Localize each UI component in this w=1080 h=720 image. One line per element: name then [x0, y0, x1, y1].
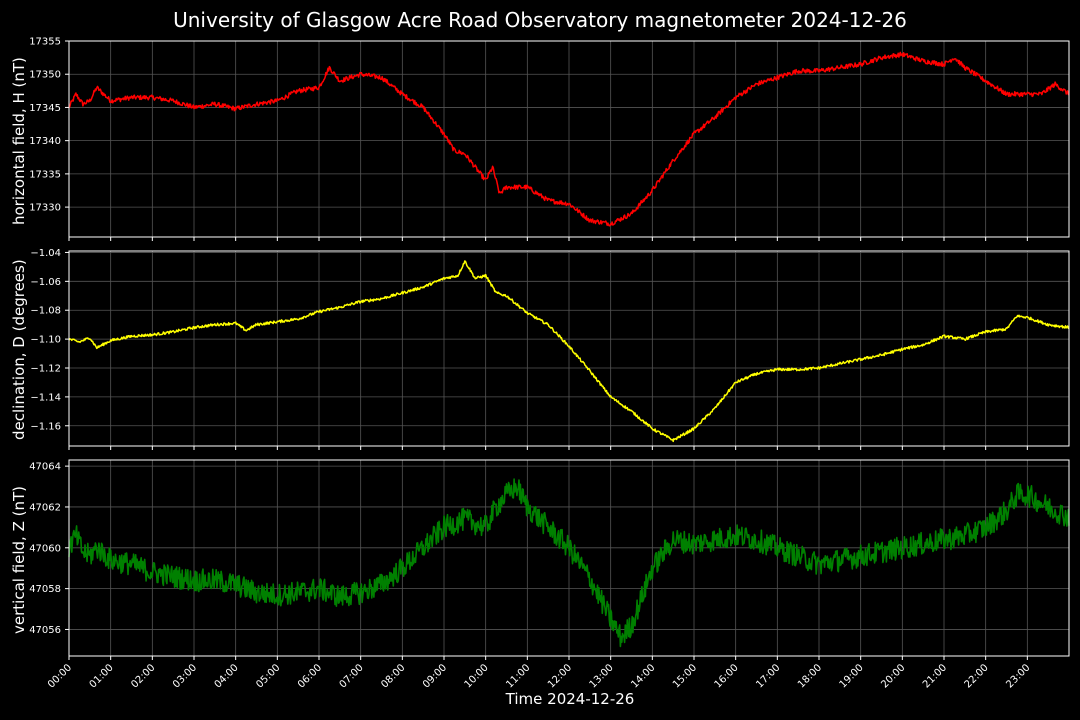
y-tick-label: −1.08: [30, 306, 61, 317]
y-tick-label: 17330: [29, 203, 61, 214]
x-tick-label: 00:00: [46, 662, 74, 690]
x-tick-label: 15:00: [671, 662, 699, 690]
series-line-h: [68, 51, 1070, 227]
x-tick-label: 01:00: [88, 662, 116, 690]
x-tick-label: 07:00: [338, 662, 366, 690]
panel-frame-h: [68, 40, 1070, 238]
y-tick-label: 17350: [29, 70, 61, 81]
x-tick-label: 10:00: [463, 662, 491, 690]
x-tick-label: 03:00: [171, 662, 199, 690]
y-tick-label: 47062: [29, 502, 61, 513]
x-tick-label: 18:00: [796, 662, 824, 690]
x-tick-label: 04:00: [213, 662, 241, 690]
panel-frame-z: [68, 459, 1070, 657]
panel-frame-d: [68, 250, 1070, 447]
y-tick-label: −1.04: [30, 248, 61, 259]
series-line-d: [68, 260, 1070, 443]
y-tick-label: 47064: [29, 462, 61, 473]
x-tick-label: 05:00: [254, 662, 282, 690]
x-tick-label: 17:00: [754, 662, 782, 690]
y-tick-label: 47058: [29, 584, 61, 595]
chart-title: University of Glasgow Acre Road Observat…: [173, 8, 907, 32]
x-tick-label: 22:00: [963, 662, 991, 690]
y-tick-label: 17335: [29, 169, 61, 180]
x-tick-label: 11:00: [504, 662, 532, 690]
x-tick-label: 02:00: [129, 662, 157, 690]
x-tick-label: 13:00: [588, 662, 616, 690]
x-tick-label: 20:00: [879, 662, 907, 690]
y-tick-label: 17355: [29, 37, 61, 48]
y-tick-label: −1.16: [30, 421, 61, 432]
x-tick-label: 08:00: [379, 662, 407, 690]
y-tick-label: 17340: [29, 136, 61, 147]
x-tick-label: 19:00: [838, 662, 866, 690]
y-tick-label: −1.12: [30, 364, 61, 375]
y-tick-label: −1.14: [30, 392, 61, 403]
y-tick-label: −1.06: [30, 277, 61, 288]
y-tick-label: 47060: [29, 543, 61, 554]
y-tick-label: −1.10: [30, 335, 61, 346]
x-tick-label: 16:00: [713, 662, 741, 690]
x-tick-label: 12:00: [546, 662, 574, 690]
x-tick-label: 06:00: [296, 662, 324, 690]
x-axis-label: Time 2024-12-26: [505, 690, 635, 708]
y-tick-label: 47056: [29, 625, 61, 636]
x-tick-label: 14:00: [629, 662, 657, 690]
x-tick-label: 23:00: [1004, 662, 1032, 690]
y-tick-label: 17345: [29, 103, 61, 114]
x-tick-label: 09:00: [421, 662, 449, 690]
x-tick-label: 21:00: [921, 662, 949, 690]
series-line-z: [68, 478, 1070, 648]
